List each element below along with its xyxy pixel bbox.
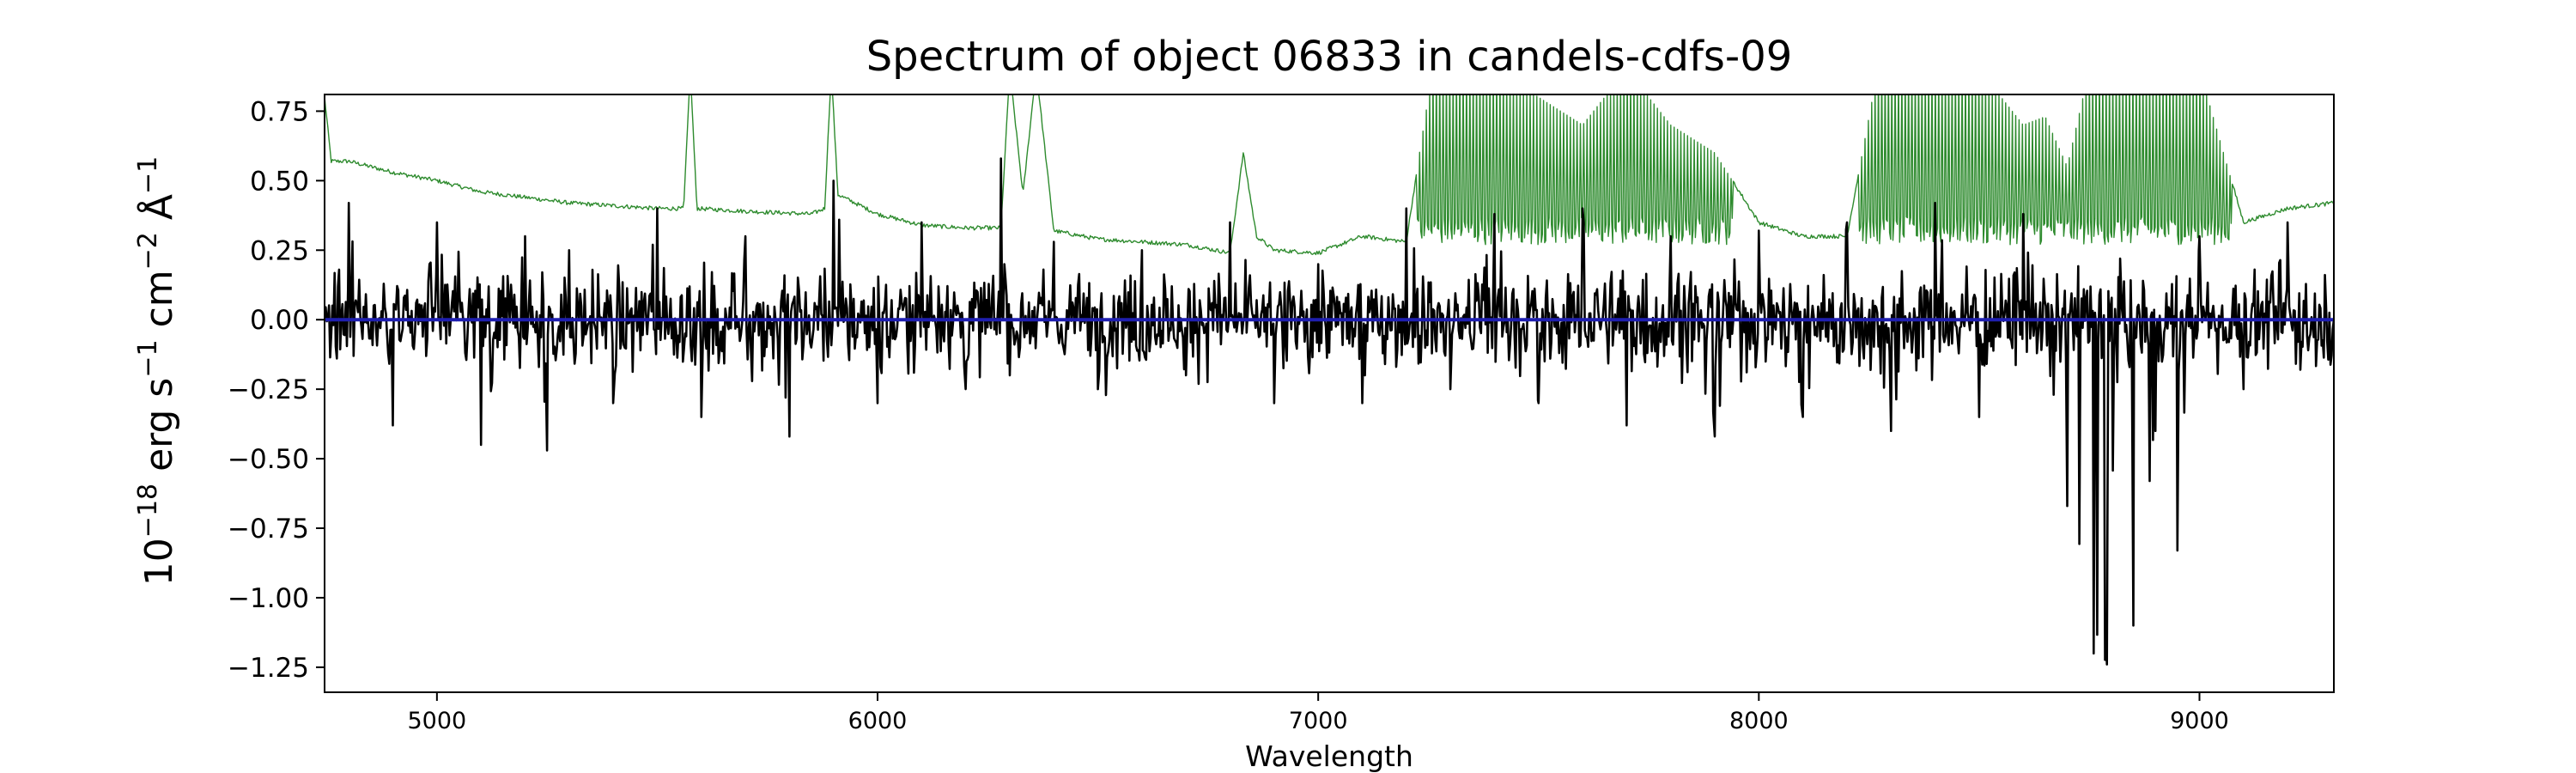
y-tick-label: 0.25 <box>250 235 309 266</box>
chart-title: Spectrum of object 06833 in candels-cdfs… <box>866 33 1793 81</box>
x-tick-label: 5000 <box>407 708 466 734</box>
plot-area <box>325 94 2334 666</box>
y-axis-label-exponent-angstrom: −1 <box>133 156 163 194</box>
y-axis-label-unit-angstrom: Å <box>136 194 181 232</box>
y-tick-label: −1.00 <box>228 583 309 614</box>
y-axis-label-unit-cm: cm <box>137 270 181 339</box>
y-tick-label: 0.00 <box>250 305 309 336</box>
y-axis-label-exponent-cm: −2 <box>133 232 163 270</box>
x-tick-label: 8000 <box>1729 708 1789 734</box>
y-tick-label: −0.25 <box>228 374 309 405</box>
axes-frame <box>324 94 2335 693</box>
x-tick-label: 9000 <box>2170 708 2229 734</box>
y-tick-label: 0.75 <box>250 96 309 127</box>
flux-series-line <box>325 157 2334 666</box>
y-axis-label-exponent: −18 <box>133 484 163 538</box>
y-tick-label: −1.25 <box>228 653 309 684</box>
y-tick-label: 0.50 <box>250 166 309 197</box>
error-series-line <box>325 94 2334 256</box>
x-axis-label: Wavelength <box>1245 740 1413 773</box>
y-tick-label: −0.75 <box>228 514 309 545</box>
y-axis-label: 10−18 erg s−1 cm−2 Å−1 <box>133 156 181 586</box>
y-axis-label-base: 10 <box>137 538 181 586</box>
y-tick-label: −0.50 <box>228 444 309 475</box>
y-axis: −1.25 −1.00 −0.75 −0.50 −0.25 0.00 0.25 0.50 0.7… <box>228 96 325 684</box>
x-tick-label: 6000 <box>848 708 908 734</box>
x-axis: 5000 6000 7000 8000 9000 <box>407 692 2229 734</box>
y-axis-label-exponent-s: −1 <box>133 339 163 377</box>
y-axis-label-unit-erg: erg s <box>137 378 181 484</box>
x-tick-label: 7000 <box>1289 708 1348 734</box>
